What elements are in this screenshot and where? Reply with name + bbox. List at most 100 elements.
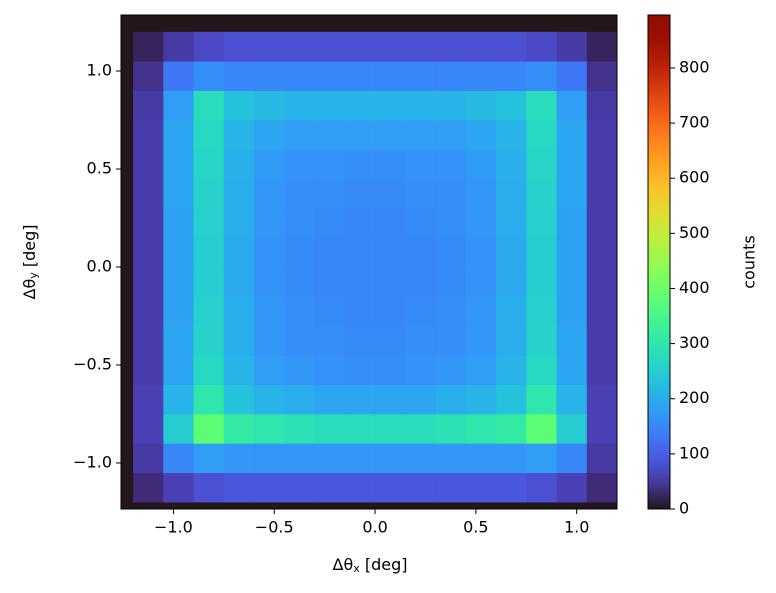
heatmap-cell [556,208,588,238]
heatmap-cell [223,31,255,62]
heatmap-cell [435,90,467,121]
heatmap-cell [375,296,406,327]
heatmap-cell [314,90,346,121]
x-label-unit: [deg] [365,555,408,574]
heatmap-cell [556,355,588,385]
heatmap-cell [435,178,467,209]
colorbar-tick-label: 300 [679,333,710,352]
heatmap-cell [254,178,285,209]
heatmap-cell [284,31,315,62]
heatmap-cell [314,266,346,297]
heatmap-cell [586,237,618,268]
heatmap-cell [465,325,497,356]
heatmap-cell [465,413,497,444]
heatmap-cell [223,149,255,180]
heatmap-cell [526,149,557,180]
x-label-subscript: x [353,562,360,575]
heatmap-cell [435,120,467,150]
heatmap-cell [375,413,406,444]
x-tick-label: 0.5 [463,518,488,537]
heatmap-cell [133,384,164,415]
heatmap-cell [435,149,467,180]
colorbar [647,14,671,510]
heatmap-cell [465,355,497,385]
heatmap-cell [375,355,406,385]
heatmap-cell [405,472,436,503]
heatmap-cell [405,296,436,327]
heatmap-cell [465,178,497,209]
heatmap-cell [163,355,194,385]
heatmap-cell [586,61,618,91]
heatmap-cell [163,413,194,444]
heatmap-cell [314,355,346,385]
heatmap-cell [254,120,285,150]
heatmap-cell [435,384,467,415]
heatmap-cell [314,384,346,415]
heatmap-cell [133,178,164,209]
heatmap-cell [405,178,436,209]
heatmap-cell [526,384,557,415]
heatmap-cell [526,61,557,91]
heatmap-cell [223,208,255,238]
heatmap-cell [556,384,588,415]
heatmap-cell [314,443,346,474]
heatmap-cell [405,149,436,180]
heatmap-cell [163,296,194,327]
heatmap-cell [223,61,255,91]
heatmap-cell [405,31,436,62]
heatmap-cell [223,296,255,327]
heatmap-cell [254,266,285,297]
heatmap-cell [193,120,225,150]
heatmap-cell [163,443,194,474]
heatmap-cell [556,178,588,209]
heatmap-cell [465,208,497,238]
heatmap-cell [193,296,225,327]
heatmap-cell [254,90,285,121]
y-label-subscript: y [27,272,40,279]
heatmap-cell [163,90,194,121]
heatmap-cell [465,120,497,150]
heatmap [121,15,618,509]
heatmap-cell [526,237,557,268]
heatmap-cell [193,355,225,385]
heatmap-cell [254,325,285,356]
heatmap-cell [556,61,588,91]
heatmap-cell [586,208,618,238]
heatmap-cell [405,413,436,444]
heatmap-cell [223,120,255,150]
heatmap-cell [284,61,315,91]
heatmap-cell [254,149,285,180]
heatmap-cell [556,90,588,121]
heatmap-cell [284,443,315,474]
heatmap-cell [314,178,346,209]
heatmap-cell [465,237,497,268]
heatmap-cell [284,413,315,444]
heatmap-cell [496,31,527,62]
heatmap-cell [496,413,527,444]
y-tick-label: 1.0 [87,61,112,80]
heatmap-cell [556,120,588,150]
heatmap-cell [465,149,497,180]
heatmap-cell [586,149,618,180]
heatmap-cell [133,149,164,180]
y-tick-label: −1.0 [73,452,112,471]
heatmap-cell [344,237,376,268]
heatmap-cell [435,237,467,268]
heatmap-cell [254,61,285,91]
heatmap-cell [586,355,618,385]
x-axis-label: Δθx [deg] [333,555,408,576]
heatmap-cell [254,472,285,503]
heatmap-cell [284,149,315,180]
heatmap-cell [556,413,588,444]
heatmap-cell [284,266,315,297]
heatmap-cell [496,90,527,121]
colorbar-tick-label: 600 [679,168,710,187]
heatmap-cell [496,149,527,180]
heatmap-cell [435,61,467,91]
heatmap-cell [556,472,588,503]
heatmap-cell [223,384,255,415]
heatmap-cell [133,472,164,503]
heatmap-cell [405,266,436,297]
x-label-symbol: Δθ [333,555,354,574]
heatmap-cell [526,266,557,297]
